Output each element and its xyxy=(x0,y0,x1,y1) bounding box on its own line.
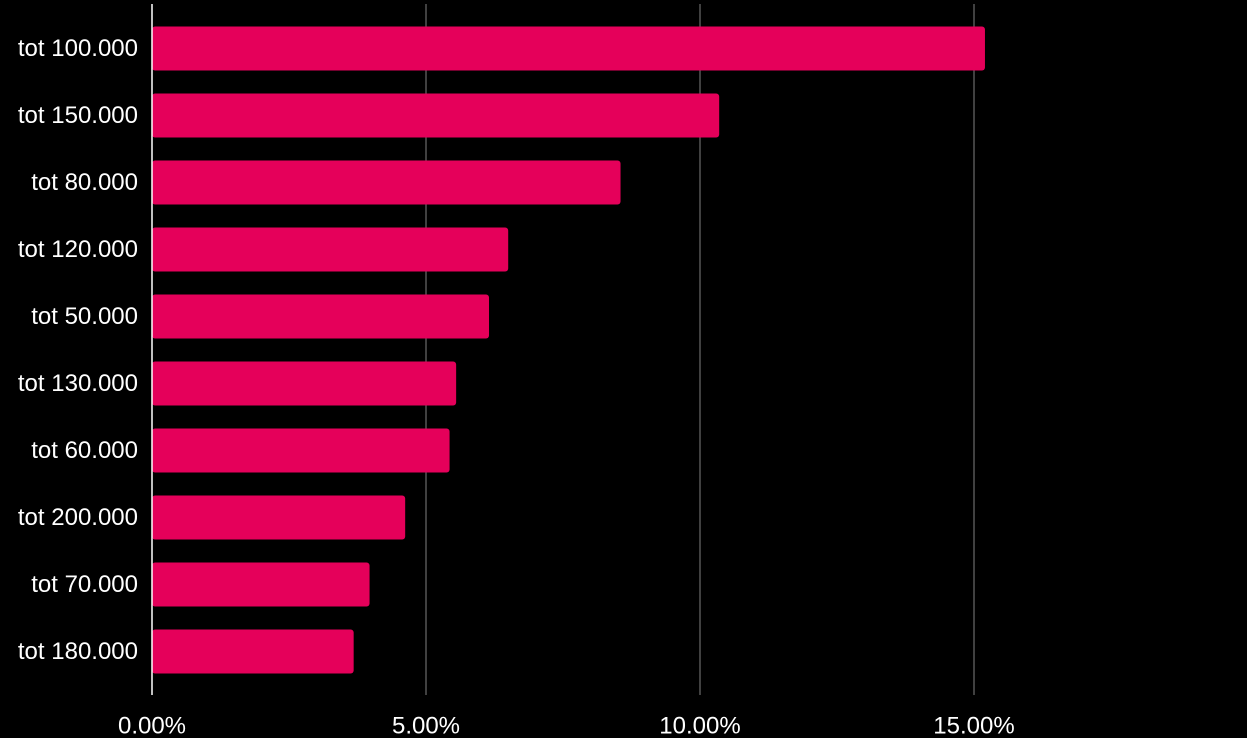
category-label: tot 50.000 xyxy=(31,303,138,330)
category-label: tot 180.000 xyxy=(18,638,138,665)
category-label: tot 200.000 xyxy=(18,504,138,531)
x-tick-label: 15.00% xyxy=(933,713,1014,738)
bar xyxy=(152,93,720,138)
category-label: tot 80.000 xyxy=(31,169,138,196)
bar xyxy=(152,227,509,272)
x-tick-label: 5.00% xyxy=(392,713,460,738)
bar xyxy=(152,26,985,71)
category-labels: tot 100.000 tot 150.000 tot 80.000 tot 120.… xyxy=(18,35,138,665)
bar xyxy=(152,562,370,607)
bar xyxy=(152,629,354,674)
x-tick-label: 0.00% xyxy=(118,713,186,738)
x-tick-labels: 0.00% 5.00% 10.00% 15.00% xyxy=(118,713,1015,738)
bar xyxy=(152,294,490,339)
x-tick-label: 10.00% xyxy=(659,713,740,738)
category-label: tot 130.000 xyxy=(18,370,138,397)
category-label: tot 60.000 xyxy=(31,437,138,464)
bar xyxy=(152,428,450,473)
category-label: tot 70.000 xyxy=(31,571,138,598)
category-label: tot 100.000 xyxy=(18,35,138,62)
bar xyxy=(152,495,406,540)
bars xyxy=(152,26,985,674)
bar xyxy=(152,361,457,406)
category-label: tot 120.000 xyxy=(18,236,138,263)
bar xyxy=(152,160,621,205)
category-label: tot 150.000 xyxy=(18,102,138,129)
